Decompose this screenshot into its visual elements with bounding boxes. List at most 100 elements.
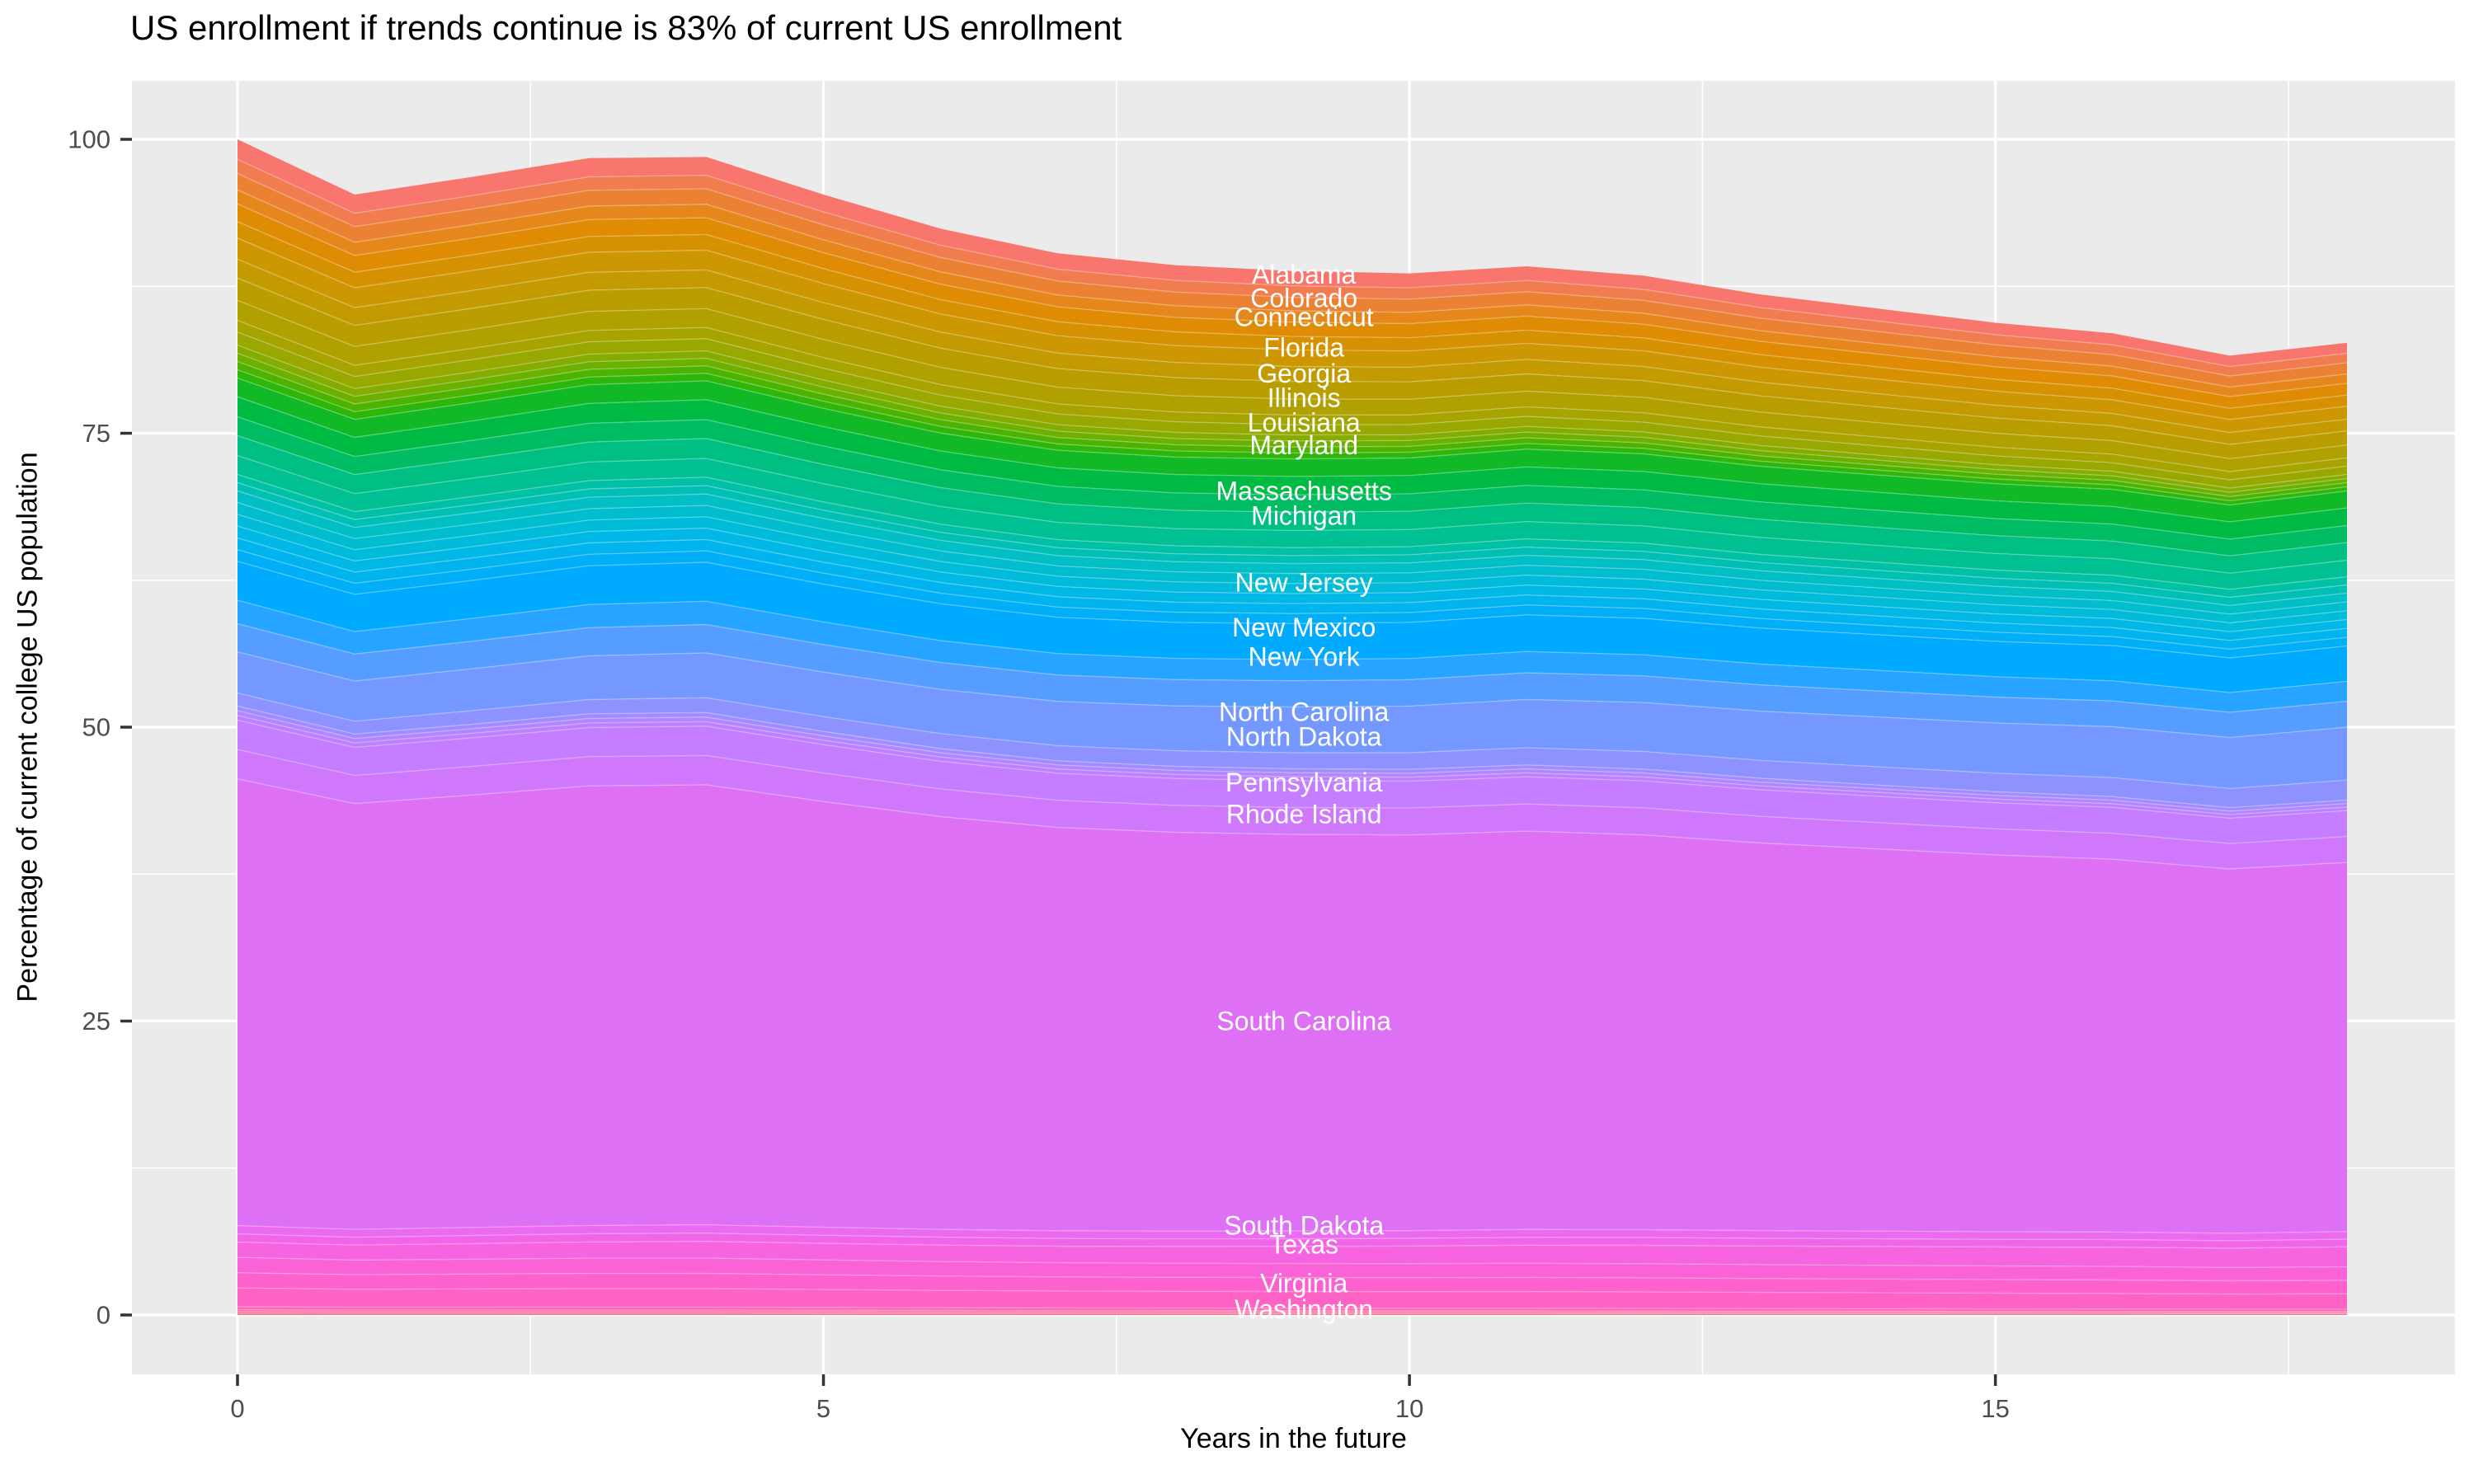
area-band-alabama: [238, 139, 2347, 367]
band-separator: [237, 1310, 2347, 1313]
band-separator: [237, 237, 2348, 420]
band-separator: [237, 377, 2348, 506]
band-separator: [237, 277, 2348, 445]
state-label-virginia: Virginia: [1260, 1268, 1348, 1298]
band-separator: [237, 715, 2348, 815]
area-band-west-virginia: [238, 1309, 2347, 1313]
area-band-new-mexico: [238, 600, 2347, 712]
area-band-louisiana: [238, 397, 2347, 539]
area-band-montana: [238, 514, 2347, 632]
area-band-wyoming: [238, 1313, 2347, 1315]
chart-title: US enrollment if trends continue is 83% …: [130, 8, 1122, 47]
area-band-north-dakota: [238, 693, 2347, 808]
band-separator: [237, 692, 2348, 790]
state-label-pennsylvania: Pennsylvania: [1225, 768, 1383, 797]
y-tick-label: 50: [82, 713, 111, 742]
area-band-maryland: [238, 435, 2347, 574]
band-separator: [237, 651, 2348, 739]
area-band-illinois: [238, 345, 2347, 493]
area-band-kentucky: [238, 378, 2347, 522]
band-separator: [237, 299, 2348, 460]
band-separator: [237, 1313, 2347, 1315]
band-separator: [237, 473, 2348, 590]
band-separator: [237, 778, 2348, 870]
state-label-texas: Texas: [1269, 1229, 1338, 1259]
area-band-nevada: [238, 538, 2347, 650]
band-separator: [237, 1308, 2347, 1313]
area-band-iowa: [238, 361, 2347, 501]
band-separator: [237, 221, 2348, 409]
band-separator: [237, 525, 2348, 632]
band-separator: [237, 599, 2348, 693]
area-band-oklahoma: [238, 711, 2347, 815]
area-band-kansas: [238, 369, 2347, 505]
band-separator: [237, 549, 2348, 650]
band-separator: [237, 331, 2348, 481]
state-label-connecticut: Connecticut: [1235, 302, 1374, 331]
state-label-south-dakota: South Dakota: [1224, 1211, 1384, 1241]
x-axis-title: Years in the future: [1180, 1423, 1407, 1454]
area-band-pennsylvania: [238, 720, 2347, 844]
band-separator: [237, 1287, 2348, 1295]
area-band-oregon: [238, 715, 2347, 819]
state-label-new-york: New York: [1249, 641, 1361, 671]
band-separator: [237, 434, 2348, 556]
band-separator: [237, 203, 2348, 397]
area-band-michigan: [238, 474, 2347, 598]
band-separator: [237, 454, 2348, 574]
area-band-missouri: [238, 502, 2347, 623]
band-separator: [237, 344, 2348, 489]
y-tick-label: 100: [68, 125, 111, 154]
area-band-south-dakota: [238, 1224, 2347, 1241]
area-band-texas: [238, 1241, 2347, 1268]
area-band-north-carolina: [238, 651, 2347, 789]
band-separator: [237, 561, 2348, 659]
band-separator: [237, 501, 2348, 615]
area-band-georgia: [238, 300, 2347, 472]
band-separator: [237, 416, 2348, 540]
state-label-alabama: Alabama: [1252, 260, 1357, 289]
y-tick-label: 75: [82, 419, 111, 448]
state-label-georgia: Georgia: [1257, 359, 1351, 388]
state-label-colorado: Colorado: [1250, 284, 1357, 313]
state-label-new-mexico: New Mexico: [1232, 613, 1376, 642]
band-separator: [237, 1240, 2348, 1249]
area-band-indiana: [238, 353, 2347, 497]
band-separator: [237, 705, 2348, 809]
band-separator: [237, 369, 2348, 502]
state-label-rhode-island: Rhode Island: [1226, 800, 1382, 829]
y-tick-label: 0: [96, 1301, 111, 1330]
band-separator: [237, 1232, 2348, 1242]
area-band-connecticut: [238, 237, 2347, 433]
area-band-florida: [238, 278, 2347, 459]
x-tick-label: 5: [816, 1394, 830, 1423]
area-band-new-hampshire: [238, 549, 2347, 658]
state-label-michigan: Michigan: [1251, 500, 1357, 530]
area-band-wisconsin: [238, 1311, 2347, 1314]
y-tick-label: 25: [82, 1007, 111, 1036]
band-separator: [237, 514, 2348, 624]
band-separator: [237, 1306, 2347, 1310]
band-separator: [237, 396, 2348, 523]
state-label-florida: Florida: [1263, 332, 1344, 362]
state-label-illinois: Illinois: [1268, 383, 1341, 413]
x-tick-label: 10: [1395, 1394, 1423, 1423]
area-band-utah: [238, 1257, 2347, 1281]
state-label-washington: Washington: [1235, 1294, 1373, 1324]
band-separator: [237, 258, 2348, 434]
state-label-new-jersey: New Jersey: [1235, 568, 1373, 598]
state-label-north-dakota: North Dakota: [1226, 721, 1382, 751]
band-separator: [237, 719, 2348, 819]
band-separator: [237, 622, 2348, 713]
area-band-nebraska: [238, 526, 2347, 641]
band-separator: [237, 158, 2348, 368]
band-separator: [237, 319, 2348, 472]
x-tick-label: 15: [1981, 1394, 2009, 1423]
area-band-ohio: [238, 706, 2347, 811]
band-separator: [237, 189, 2348, 388]
band-separator: [237, 352, 2348, 493]
state-label-north-carolina: North Carolina: [1219, 697, 1390, 726]
area-band-delaware: [238, 259, 2347, 444]
